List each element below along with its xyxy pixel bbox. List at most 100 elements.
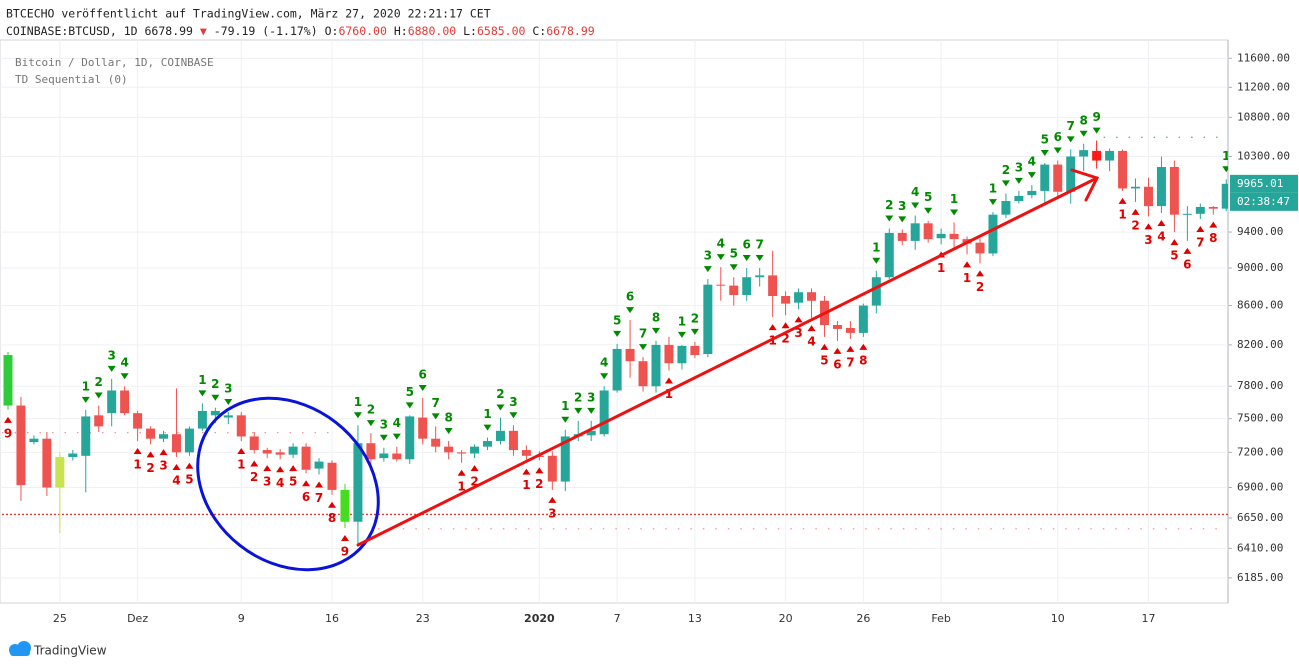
candle-body: [470, 446, 480, 454]
change: -79.19 (-1.17%): [214, 24, 318, 38]
td-buy-marker: [159, 449, 168, 456]
candle-body: [1182, 213, 1192, 215]
candle-body: [483, 440, 493, 447]
candle-body: [742, 277, 752, 296]
td-sell-count: 4: [717, 237, 725, 251]
td-sell-marker: [1092, 127, 1101, 134]
y-tick-label: 10800.00: [1237, 110, 1290, 123]
td-sell-marker: [1066, 136, 1075, 143]
candle-body: [755, 275, 765, 278]
td-buy-count: 3: [263, 475, 271, 489]
candle-body: [949, 233, 959, 240]
td-sell-marker: [690, 328, 699, 335]
candle-body: [768, 275, 778, 297]
candle-body: [55, 456, 65, 488]
td-sell-marker: [444, 427, 453, 434]
td-buy-marker: [302, 480, 311, 487]
candle-body: [444, 446, 454, 453]
y-tick-label: 7500.00: [1237, 412, 1283, 425]
candle-body: [1143, 186, 1153, 207]
td-sell-count: 5: [924, 190, 932, 204]
candle-body: [884, 232, 894, 278]
td-sell-marker: [1222, 166, 1228, 173]
candle-body: [638, 361, 648, 387]
td-buy-marker: [1118, 197, 1127, 204]
candle-body: [690, 345, 700, 356]
circle-annotation: [196, 396, 380, 572]
td-sell-count: 3: [509, 395, 517, 409]
td-sell-marker: [742, 254, 751, 261]
y-tick-label: 8600.00: [1237, 299, 1283, 312]
td-sell-count: 5: [1041, 132, 1049, 146]
x-tick-label: 26: [856, 612, 870, 625]
td-sell-count: 6: [1054, 130, 1062, 144]
td-sell-count: 3: [898, 199, 906, 213]
td-buy-count: 1: [665, 387, 673, 401]
td-buy-marker: [289, 465, 298, 472]
y-tick-label: 11200.00: [1237, 80, 1290, 93]
x-tick-label: 23: [416, 612, 430, 625]
countdown-label: 02:38:47: [1237, 195, 1290, 208]
candle-body: [184, 428, 194, 453]
td-buy-marker: [340, 535, 349, 542]
td-buy-count: 9: [4, 426, 12, 440]
x-tick-label: Dez: [127, 612, 148, 625]
td-sell-marker: [366, 420, 375, 427]
candle-body: [1105, 150, 1115, 161]
td-sell-marker: [885, 215, 894, 222]
td-buy-marker: [4, 416, 12, 423]
x-tick-label: 20: [779, 612, 793, 625]
td-buy-marker: [133, 447, 142, 454]
td-buy-count: 8: [859, 353, 867, 367]
candle-body: [625, 348, 635, 362]
td-buy-marker: [794, 316, 803, 323]
td-sell-count: 2: [574, 390, 582, 404]
td-sell-count: 6: [743, 237, 751, 251]
td-buy-count: 1: [133, 457, 141, 471]
td-sell-count: 4: [120, 356, 128, 370]
td-sell-count: 1: [989, 182, 997, 196]
candle-body: [197, 410, 207, 429]
candle-body: [81, 416, 91, 456]
td-buy-count: 5: [1170, 249, 1178, 263]
td-buy-count: 5: [289, 475, 297, 489]
td-buy-count: 3: [548, 506, 556, 520]
td-buy-count: 3: [159, 459, 167, 473]
td-sell-count: 5: [613, 313, 621, 327]
ohlc-high-label: H:: [394, 24, 408, 38]
x-tick-label: 9: [238, 612, 245, 625]
td-sell-count: 3: [108, 348, 116, 362]
candle-body: [845, 327, 855, 333]
td-sell-count: 4: [1028, 155, 1036, 169]
candle-body: [457, 452, 467, 454]
candle-body: [910, 223, 920, 241]
td-sell-marker: [911, 202, 920, 209]
candle-body: [703, 284, 713, 355]
x-tick-label: 2020: [524, 612, 555, 625]
td-buy-count: 1: [237, 457, 245, 471]
ohlc-close: 6678.99: [546, 24, 595, 38]
candle-body: [340, 489, 350, 522]
candle-body: [146, 428, 156, 439]
td-buy-count: 2: [976, 280, 984, 294]
candle-body: [1208, 206, 1218, 209]
candle-body: [107, 390, 117, 414]
td-buy-marker: [963, 261, 972, 268]
candle-body: [677, 345, 687, 364]
td-sell-marker: [639, 344, 648, 351]
candle-body: [923, 223, 933, 240]
td-buy-count: 1: [522, 478, 530, 492]
td-sell-count: 2: [95, 375, 103, 389]
td-sell-count: 1: [678, 314, 686, 328]
td-buy-count: 6: [302, 490, 310, 504]
change-arrow: ▼: [200, 24, 207, 38]
td-buy-count: 8: [328, 511, 336, 525]
td-buy-count: 4: [276, 476, 284, 490]
td-sell-count: 3: [704, 249, 712, 263]
td-buy-marker: [1209, 221, 1218, 228]
td-sell-count: 2: [496, 387, 504, 401]
td-sell-marker: [211, 394, 220, 401]
td-sell-count: 8: [1080, 113, 1088, 127]
candle-body: [547, 455, 557, 482]
td-sell-marker: [924, 207, 933, 214]
